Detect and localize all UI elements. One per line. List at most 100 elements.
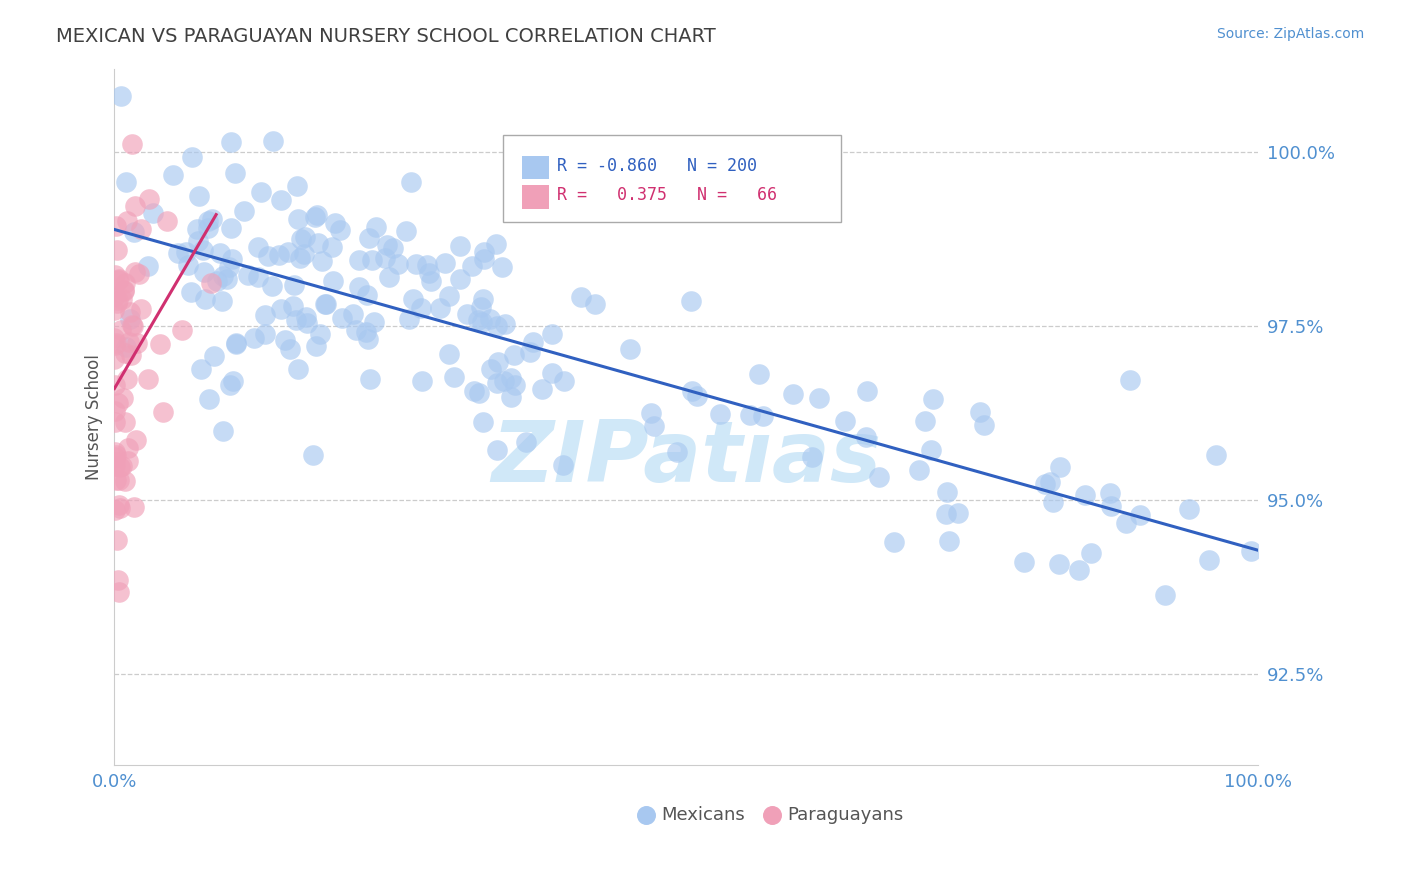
Point xyxy=(104,416,127,430)
Point xyxy=(807,392,830,406)
Point xyxy=(395,224,418,238)
Point xyxy=(103,445,125,459)
Point xyxy=(108,498,131,512)
Point xyxy=(114,346,136,360)
Point xyxy=(260,279,283,293)
Point xyxy=(105,296,128,310)
Point xyxy=(287,211,309,226)
Point xyxy=(519,345,541,359)
Point xyxy=(782,387,804,401)
Point xyxy=(800,450,823,464)
Point xyxy=(308,327,330,342)
Point xyxy=(270,301,292,316)
Point xyxy=(1074,488,1097,502)
Point xyxy=(485,236,508,251)
Point xyxy=(449,239,471,253)
Point xyxy=(315,297,337,311)
Point xyxy=(191,243,214,257)
Point xyxy=(948,506,970,520)
Point xyxy=(494,317,516,331)
Point xyxy=(479,312,502,326)
Point xyxy=(914,414,936,428)
Point xyxy=(321,273,343,287)
Point xyxy=(474,244,496,259)
Point xyxy=(186,222,208,236)
Point xyxy=(1012,556,1035,570)
Point xyxy=(225,336,247,351)
Point xyxy=(479,361,502,376)
Point xyxy=(305,339,328,353)
Point xyxy=(1178,502,1201,516)
Point xyxy=(583,297,606,311)
Point xyxy=(108,271,131,285)
Point xyxy=(359,372,381,386)
Point xyxy=(401,292,423,306)
Point xyxy=(280,342,302,356)
Point xyxy=(294,230,316,244)
Point xyxy=(935,485,957,500)
Point xyxy=(111,458,134,473)
Point xyxy=(120,349,142,363)
Point xyxy=(104,450,127,464)
Point xyxy=(117,441,139,455)
Point xyxy=(1129,508,1152,522)
Point xyxy=(709,407,731,421)
Point xyxy=(920,442,942,457)
Point xyxy=(399,175,422,189)
Point xyxy=(502,348,524,362)
Point xyxy=(162,169,184,183)
Point xyxy=(114,474,136,488)
Point xyxy=(107,396,129,410)
Text: ZIPatıas: ZIPatıas xyxy=(491,417,882,500)
Point xyxy=(418,266,440,280)
Point xyxy=(292,247,315,261)
Point xyxy=(136,372,159,386)
Point xyxy=(468,385,491,400)
Point xyxy=(194,292,217,306)
Point xyxy=(1049,459,1071,474)
Point xyxy=(515,434,537,449)
Point xyxy=(104,289,127,303)
Point xyxy=(569,289,592,303)
Point xyxy=(378,270,401,285)
Point xyxy=(357,332,380,346)
Point xyxy=(283,298,305,312)
Point xyxy=(104,459,127,474)
Point xyxy=(287,362,309,376)
Point xyxy=(347,280,370,294)
Point xyxy=(553,374,575,388)
Point xyxy=(295,310,318,324)
Text: R =   0.375   N =   66: R = 0.375 N = 66 xyxy=(557,186,778,204)
Point xyxy=(1119,373,1142,387)
Point xyxy=(200,276,222,290)
Point xyxy=(205,275,228,289)
Point xyxy=(433,256,456,270)
Point xyxy=(197,214,219,228)
Point xyxy=(104,503,127,517)
Point xyxy=(501,390,523,404)
Point xyxy=(138,192,160,206)
Point xyxy=(1080,546,1102,560)
Point xyxy=(1239,544,1261,558)
Point xyxy=(108,473,131,487)
Point xyxy=(461,260,484,274)
Point xyxy=(416,258,439,272)
Point xyxy=(107,273,129,287)
Point xyxy=(443,370,465,384)
Point xyxy=(973,417,995,432)
Point xyxy=(190,361,212,376)
Point xyxy=(110,459,132,474)
Point xyxy=(117,454,139,468)
Point xyxy=(344,322,367,336)
Point xyxy=(253,308,276,322)
Point xyxy=(114,284,136,298)
Point xyxy=(104,219,127,234)
Point xyxy=(643,419,665,434)
Point xyxy=(1115,516,1137,530)
Point xyxy=(1198,553,1220,567)
Point xyxy=(243,331,266,345)
Point xyxy=(1033,476,1056,491)
Point xyxy=(104,455,127,469)
Point xyxy=(180,150,202,164)
Point xyxy=(177,259,200,273)
